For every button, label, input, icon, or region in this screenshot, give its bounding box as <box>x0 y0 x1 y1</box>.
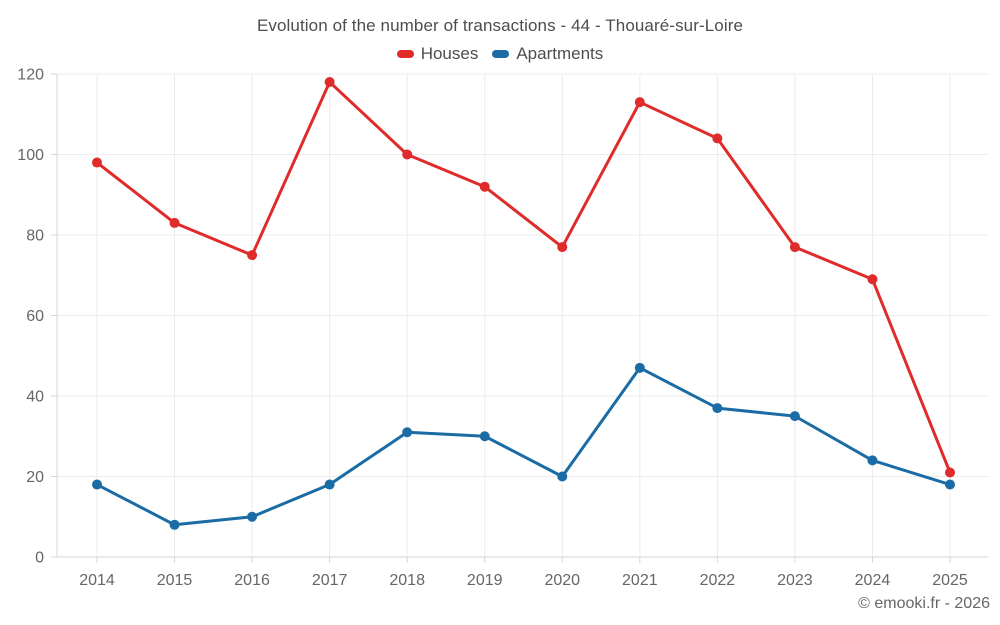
data-point-apartments-2022[interactable] <box>712 403 723 414</box>
data-point-houses-2024[interactable] <box>867 274 878 285</box>
x-tick-label: 2022 <box>700 572 736 589</box>
data-point-apartments-2015[interactable] <box>169 519 180 530</box>
data-point-apartments-2016[interactable] <box>247 511 258 522</box>
data-point-apartments-2014[interactable] <box>92 479 102 490</box>
legend-label-apartments: Apartments <box>516 44 604 63</box>
y-tick-label: 20 <box>26 469 44 486</box>
watermark: © emooki.fr - 2026 <box>858 595 990 612</box>
x-tick-label: 2015 <box>157 572 193 589</box>
y-tick-label: 100 <box>17 147 44 164</box>
legend-label-houses: Houses <box>420 44 479 63</box>
data-point-houses-2014[interactable] <box>92 157 102 168</box>
data-point-houses-2021[interactable] <box>634 97 645 108</box>
data-point-apartments-2019[interactable] <box>479 431 490 442</box>
series-line-houses <box>95 80 952 474</box>
x-tick-label: 2021 <box>622 572 658 589</box>
y-tick-label: 60 <box>26 308 44 325</box>
data-point-houses-2017[interactable] <box>324 77 335 88</box>
houses-swatch-icon <box>396 50 414 58</box>
data-point-houses-2019[interactable] <box>479 181 490 192</box>
data-point-houses-2016[interactable] <box>247 250 258 261</box>
x-tick-label: 2024 <box>855 572 891 589</box>
data-point-houses-2015[interactable] <box>169 217 180 228</box>
y-tick-label: 80 <box>26 228 44 245</box>
data-point-apartments-2020[interactable] <box>557 471 568 482</box>
data-point-houses-2025[interactable] <box>945 467 955 478</box>
data-point-apartments-2021[interactable] <box>634 362 645 373</box>
x-tick-label: 2025 <box>932 572 968 589</box>
legend-item-apartments[interactable]: Apartments <box>492 44 603 64</box>
data-point-houses-2020[interactable] <box>557 242 568 253</box>
x-tick-label: 2019 <box>467 572 503 589</box>
y-tick-label: 0 <box>35 550 44 567</box>
data-point-apartments-2024[interactable] <box>867 455 878 466</box>
x-tick-label: 2018 <box>389 572 425 589</box>
x-tick-label: 2014 <box>79 572 115 589</box>
chart-title: Evolution of the number of transactions … <box>256 16 744 35</box>
apartments-swatch-icon <box>492 50 510 58</box>
data-point-houses-2023[interactable] <box>789 242 800 253</box>
x-tick-label: 2016 <box>234 572 270 589</box>
data-point-apartments-2023[interactable] <box>789 411 800 422</box>
data-point-apartments-2018[interactable] <box>402 427 413 438</box>
y-tick-label: 120 <box>17 67 44 84</box>
data-point-houses-2018[interactable] <box>402 149 413 160</box>
data-point-apartments-2017[interactable] <box>324 479 335 490</box>
x-tick-label: 2020 <box>544 572 580 589</box>
legend: Houses Apartments <box>0 44 1000 64</box>
series-line-apartments <box>95 366 952 527</box>
x-tick-label: 2017 <box>312 572 348 589</box>
y-tick-label: 40 <box>26 389 44 406</box>
x-tick-label: 2023 <box>777 572 813 589</box>
data-point-apartments-2025[interactable] <box>945 479 955 490</box>
legend-item-houses[interactable]: Houses <box>396 44 479 64</box>
data-point-houses-2022[interactable] <box>712 133 723 144</box>
